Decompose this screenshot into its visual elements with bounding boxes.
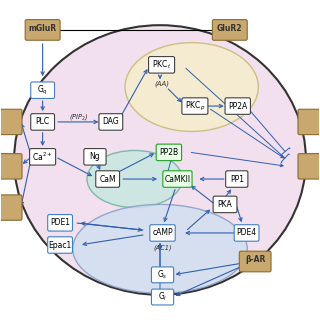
Text: Ng: Ng bbox=[90, 152, 100, 161]
Text: G$_q$: G$_q$ bbox=[37, 84, 48, 97]
Ellipse shape bbox=[125, 43, 258, 132]
Text: (PIP$_2$): (PIP$_2$) bbox=[69, 112, 89, 122]
FancyBboxPatch shape bbox=[0, 109, 22, 135]
Ellipse shape bbox=[87, 150, 182, 208]
Text: (AA): (AA) bbox=[154, 81, 169, 87]
FancyBboxPatch shape bbox=[99, 114, 123, 130]
FancyBboxPatch shape bbox=[239, 251, 271, 272]
Text: PLC: PLC bbox=[36, 117, 50, 126]
FancyBboxPatch shape bbox=[298, 109, 320, 135]
Text: PDE4: PDE4 bbox=[236, 228, 257, 237]
FancyBboxPatch shape bbox=[212, 20, 247, 40]
FancyBboxPatch shape bbox=[0, 154, 22, 179]
FancyBboxPatch shape bbox=[48, 237, 72, 253]
FancyBboxPatch shape bbox=[84, 148, 106, 165]
Text: Ca$^{2+}$: Ca$^{2+}$ bbox=[32, 151, 53, 163]
Text: mGluR: mGluR bbox=[28, 24, 57, 33]
Text: PDE1: PDE1 bbox=[50, 218, 70, 227]
FancyBboxPatch shape bbox=[0, 195, 22, 220]
FancyBboxPatch shape bbox=[182, 98, 208, 114]
Text: PKC$_p$: PKC$_p$ bbox=[185, 100, 205, 113]
FancyBboxPatch shape bbox=[225, 98, 251, 114]
Text: cAMP: cAMP bbox=[152, 228, 173, 237]
Text: PP2A: PP2A bbox=[228, 101, 247, 111]
FancyBboxPatch shape bbox=[150, 225, 175, 241]
Text: CaMKII: CaMKII bbox=[164, 174, 190, 184]
Text: PP1: PP1 bbox=[230, 174, 244, 184]
Text: G$_s$: G$_s$ bbox=[157, 268, 168, 281]
FancyBboxPatch shape bbox=[30, 148, 56, 165]
FancyBboxPatch shape bbox=[213, 196, 237, 213]
Text: PKC$_t$: PKC$_t$ bbox=[152, 59, 171, 71]
Text: GluR2: GluR2 bbox=[217, 24, 243, 33]
FancyBboxPatch shape bbox=[96, 171, 120, 187]
Ellipse shape bbox=[73, 204, 247, 293]
FancyBboxPatch shape bbox=[148, 57, 175, 73]
FancyBboxPatch shape bbox=[151, 289, 174, 305]
Text: Epac1: Epac1 bbox=[48, 241, 72, 250]
FancyBboxPatch shape bbox=[234, 225, 259, 241]
Text: β-AR: β-AR bbox=[245, 255, 265, 264]
Text: CaM: CaM bbox=[99, 174, 116, 184]
FancyBboxPatch shape bbox=[298, 154, 320, 179]
FancyBboxPatch shape bbox=[226, 171, 248, 187]
FancyBboxPatch shape bbox=[163, 171, 192, 187]
Text: G$_i$: G$_i$ bbox=[158, 291, 167, 303]
Ellipse shape bbox=[14, 25, 306, 295]
Text: PKA: PKA bbox=[218, 200, 232, 209]
Text: (AC1): (AC1) bbox=[153, 244, 172, 251]
Text: DAG: DAG bbox=[102, 117, 119, 126]
Text: PP2B: PP2B bbox=[159, 148, 179, 157]
FancyBboxPatch shape bbox=[151, 267, 174, 283]
FancyBboxPatch shape bbox=[31, 82, 54, 99]
FancyBboxPatch shape bbox=[31, 114, 54, 130]
FancyBboxPatch shape bbox=[156, 144, 181, 161]
FancyBboxPatch shape bbox=[48, 215, 72, 231]
FancyBboxPatch shape bbox=[25, 20, 60, 40]
